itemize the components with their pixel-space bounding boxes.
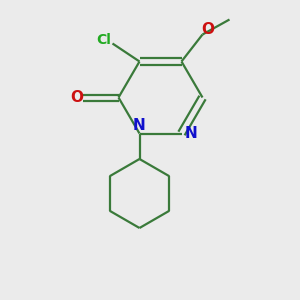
Text: O: O <box>70 90 83 105</box>
Text: N: N <box>184 126 197 141</box>
Text: O: O <box>201 22 214 38</box>
Text: N: N <box>133 118 146 133</box>
Text: Cl: Cl <box>97 33 112 47</box>
